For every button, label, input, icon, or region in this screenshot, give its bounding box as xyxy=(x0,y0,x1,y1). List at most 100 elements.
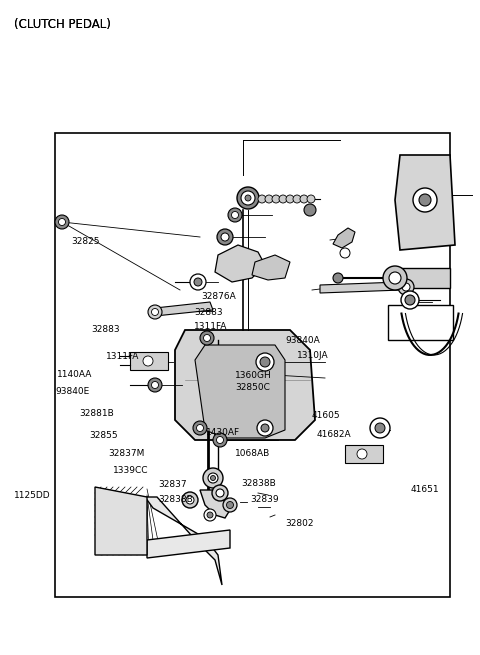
Polygon shape xyxy=(395,155,455,250)
Circle shape xyxy=(211,476,216,481)
Circle shape xyxy=(401,291,419,309)
Text: 32825: 32825 xyxy=(71,236,99,246)
Circle shape xyxy=(419,194,431,206)
Circle shape xyxy=(204,509,216,521)
Circle shape xyxy=(257,420,273,436)
Text: 1311FA: 1311FA xyxy=(194,322,228,331)
Polygon shape xyxy=(200,490,230,518)
Polygon shape xyxy=(147,530,230,558)
Circle shape xyxy=(213,433,227,447)
Circle shape xyxy=(152,309,158,316)
Text: 32876A: 32876A xyxy=(202,292,236,301)
Circle shape xyxy=(340,248,350,258)
Circle shape xyxy=(196,424,204,432)
Circle shape xyxy=(200,331,214,345)
Text: 93840E: 93840E xyxy=(55,386,89,396)
Circle shape xyxy=(217,229,233,245)
Circle shape xyxy=(307,195,315,203)
Text: 1140AA: 1140AA xyxy=(57,370,92,379)
Circle shape xyxy=(241,191,255,205)
Circle shape xyxy=(190,274,206,290)
Circle shape xyxy=(256,353,274,371)
Circle shape xyxy=(203,468,223,488)
Text: 93840A: 93840A xyxy=(286,336,320,345)
Circle shape xyxy=(204,335,211,341)
Circle shape xyxy=(258,195,266,203)
Text: (CLUTCH PEDAL): (CLUTCH PEDAL) xyxy=(14,18,111,31)
Circle shape xyxy=(375,423,385,433)
Circle shape xyxy=(152,381,158,388)
Circle shape xyxy=(186,496,194,504)
Bar xyxy=(55,133,450,597)
Text: 41651: 41651 xyxy=(410,485,439,495)
Circle shape xyxy=(148,305,162,319)
Circle shape xyxy=(216,436,224,443)
Text: 32837: 32837 xyxy=(158,480,187,489)
Circle shape xyxy=(260,357,270,367)
Circle shape xyxy=(383,266,407,290)
Polygon shape xyxy=(95,487,147,555)
Circle shape xyxy=(221,233,229,241)
Circle shape xyxy=(300,195,308,203)
Polygon shape xyxy=(150,302,213,316)
Circle shape xyxy=(279,195,287,203)
Polygon shape xyxy=(252,255,290,280)
Text: (CLUTCH PEDAL): (CLUTCH PEDAL) xyxy=(14,18,111,31)
Circle shape xyxy=(261,424,269,432)
Circle shape xyxy=(304,204,316,216)
Circle shape xyxy=(212,485,228,501)
Text: 1310JA: 1310JA xyxy=(297,351,328,360)
Circle shape xyxy=(59,219,65,225)
Polygon shape xyxy=(145,497,222,585)
Circle shape xyxy=(405,295,415,305)
Bar xyxy=(130,352,168,370)
Circle shape xyxy=(333,273,343,283)
Circle shape xyxy=(293,195,301,203)
Circle shape xyxy=(182,492,198,508)
Circle shape xyxy=(357,449,367,459)
Text: 1339CC: 1339CC xyxy=(113,466,148,475)
Circle shape xyxy=(55,215,69,229)
Circle shape xyxy=(265,195,273,203)
Text: 1360GH: 1360GH xyxy=(235,371,272,380)
Bar xyxy=(395,268,450,288)
Polygon shape xyxy=(175,330,315,440)
Text: 32838B: 32838B xyxy=(241,479,276,488)
Circle shape xyxy=(389,272,401,284)
Circle shape xyxy=(148,378,162,392)
Text: 1068AB: 1068AB xyxy=(235,449,270,458)
Text: 1430AF: 1430AF xyxy=(206,428,240,437)
Circle shape xyxy=(207,512,213,518)
Circle shape xyxy=(143,356,153,366)
Text: 32838B: 32838B xyxy=(158,495,193,504)
Text: 32883: 32883 xyxy=(91,325,120,334)
Polygon shape xyxy=(333,228,355,248)
Text: 41682A: 41682A xyxy=(317,430,351,439)
Circle shape xyxy=(286,195,294,203)
Text: 32837M: 32837M xyxy=(108,449,144,458)
Text: 32883: 32883 xyxy=(194,308,223,317)
Circle shape xyxy=(402,283,410,291)
Circle shape xyxy=(208,473,218,483)
Text: 41605: 41605 xyxy=(312,411,341,421)
Text: 1311FA: 1311FA xyxy=(106,352,139,362)
Circle shape xyxy=(227,502,233,508)
Text: 32855: 32855 xyxy=(89,431,118,440)
Circle shape xyxy=(231,212,239,219)
Circle shape xyxy=(194,278,202,286)
Text: 32850C: 32850C xyxy=(235,383,270,392)
Circle shape xyxy=(370,418,390,438)
Text: 32839: 32839 xyxy=(251,495,279,504)
Circle shape xyxy=(272,195,280,203)
Polygon shape xyxy=(215,245,265,282)
Circle shape xyxy=(398,279,414,295)
Circle shape xyxy=(223,498,237,512)
Circle shape xyxy=(216,489,224,497)
Text: 1125DD: 1125DD xyxy=(14,491,51,500)
Text: 32802: 32802 xyxy=(286,519,314,529)
Circle shape xyxy=(413,188,437,212)
Polygon shape xyxy=(320,282,402,293)
Text: 32881B: 32881B xyxy=(79,409,114,419)
Circle shape xyxy=(193,421,207,435)
Circle shape xyxy=(228,208,242,222)
